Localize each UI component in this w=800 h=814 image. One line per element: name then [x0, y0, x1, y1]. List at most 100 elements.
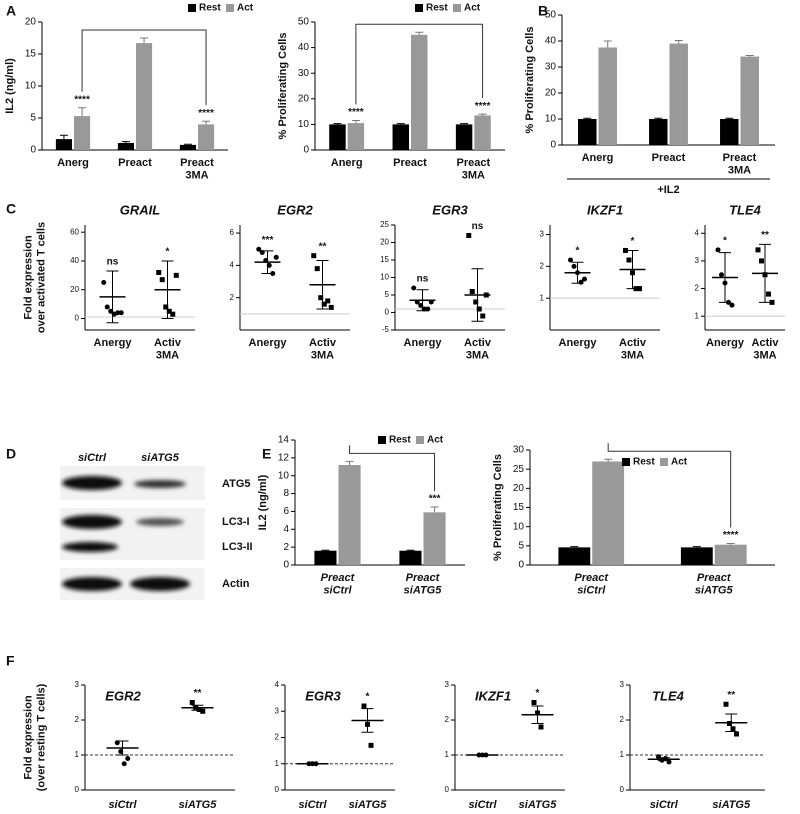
error-bar [471, 268, 484, 322]
panel-label: D [6, 446, 16, 462]
y-tick-label: 20 [70, 285, 79, 294]
error-bar [478, 113, 487, 116]
x-tick-label: Preact 3MA [457, 157, 491, 182]
bar [347, 123, 365, 150]
x-tick-label: Anergy [94, 337, 133, 349]
data-point [755, 247, 761, 253]
y-tick-label: 2 [283, 542, 289, 553]
data-point [311, 253, 317, 259]
y-tick-label: 2 [620, 715, 625, 724]
chart: 0 1 2 3 siCtrl siATG5 IKZF1 * [445, 680, 565, 811]
bar [592, 461, 625, 565]
significance-label: ** [319, 241, 327, 252]
y-tick-label: 1 [445, 750, 450, 759]
y-tick-label: 0 [385, 308, 390, 317]
text-line: 3MA [156, 350, 179, 362]
y-tick-label: 10 [545, 114, 557, 125]
y-tick-label: 0 [30, 145, 36, 156]
y-tick-label: 3 [445, 680, 450, 689]
text-line: siATG5 [404, 585, 443, 597]
text-line: Activ [619, 337, 647, 349]
comparison-bracket [349, 445, 436, 491]
y-tick-label: 40 [70, 256, 79, 265]
text-line: 3MA [462, 170, 485, 182]
y-tick-label: 4 [283, 524, 289, 535]
y-tick-label: 15 [380, 255, 389, 264]
legend-label: Act [427, 435, 444, 446]
text-line: Fold expression [23, 235, 35, 320]
bar [423, 512, 446, 565]
chart-title: EGR2 [277, 202, 313, 217]
x-tick-label: Anergy [706, 337, 745, 349]
data-point [121, 761, 127, 767]
data-point [325, 298, 331, 304]
text-line: siCtrl [323, 585, 352, 597]
data-point [480, 313, 486, 319]
x-tick-label: Preact [118, 157, 152, 169]
y-tick-label: 5 [518, 540, 524, 551]
significance-label: **** [475, 101, 491, 112]
y-tick-label: 1 [540, 293, 545, 302]
y-tick-label: 2 [230, 293, 235, 302]
significance-label: * [631, 236, 635, 247]
y-axis-label: Fold expression(over resting T cells) [23, 683, 48, 791]
data-point [170, 311, 176, 317]
text-line: Preact [723, 152, 757, 164]
error-bar [571, 261, 584, 284]
panel-label: E [262, 446, 271, 462]
error-bar [161, 260, 174, 319]
y-tick-label: 30 [545, 62, 557, 73]
significance-label: * [723, 236, 727, 247]
y-tick-label: 20 [545, 88, 557, 99]
error-bar [261, 250, 274, 274]
y-tick-label: 50 [298, 17, 310, 28]
band [62, 542, 118, 552]
y-tick-label: 0 [283, 560, 289, 571]
data-point [769, 299, 775, 305]
bar [578, 119, 597, 145]
data-point [626, 257, 632, 263]
error-bar [140, 37, 149, 44]
data-point [766, 291, 771, 297]
y-tick-label: 15 [513, 502, 525, 513]
text-line: 3MA [185, 170, 208, 182]
x-tick-label: Anerg [582, 152, 614, 164]
text-line: Activ [154, 337, 182, 349]
error-bar [570, 546, 579, 548]
legend-swatch [378, 436, 386, 444]
band [130, 577, 190, 591]
y-tick-label: 20 [380, 238, 389, 247]
y-tick-label: 0 [620, 785, 625, 794]
legend-swatch [415, 4, 423, 12]
bar [338, 465, 361, 565]
text-line: Activ [309, 337, 337, 349]
data-point [476, 306, 482, 312]
bar [669, 43, 688, 145]
bar [392, 124, 409, 150]
y-tick-label: 0 [75, 314, 80, 323]
western-blot: siCtrl siATG5 ATG5 LC3-I LC3-II Actin [60, 452, 253, 600]
x-tick-label: Preact [652, 152, 686, 164]
text-line: 3MA [466, 350, 489, 362]
error-bar [604, 458, 613, 462]
significance-label: * [166, 247, 170, 258]
y-tick-label: 2 [275, 733, 280, 742]
significance-label: ** [727, 690, 735, 701]
data-point [314, 266, 320, 272]
significance-label: **** [348, 107, 364, 118]
y-tick-label: 3 [275, 706, 280, 715]
data-point [759, 258, 764, 264]
bar [136, 43, 153, 151]
data-point [538, 724, 544, 730]
error-bar [333, 123, 342, 125]
band [62, 577, 122, 591]
y-tick-label: 10 [25, 81, 37, 92]
bar [411, 34, 428, 150]
data-point [368, 742, 374, 748]
error-bar [725, 713, 738, 733]
data-point [531, 700, 537, 705]
y-tick-label: 20 [25, 17, 37, 28]
data-point [729, 302, 735, 308]
error-bar [726, 543, 735, 545]
